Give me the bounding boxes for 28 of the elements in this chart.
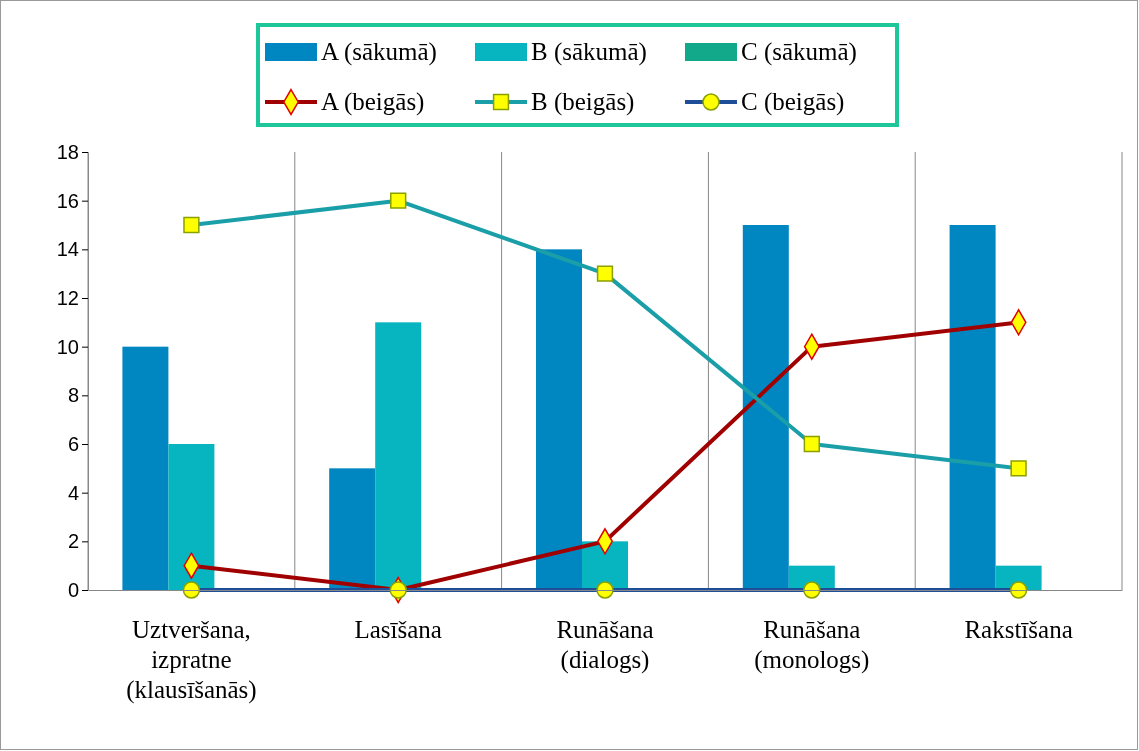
y-tick-label: 12 [56,286,79,309]
x-tick-label: Uztveršana, izpratne (klausīšanās) [126,616,257,704]
y-tick-label: 4 [67,481,79,504]
y-tick-label: 0 [67,578,79,601]
bar [536,249,582,590]
x-tick-label: Runāšana (monologs) [754,616,870,674]
legend-label: C (beigās) [741,88,845,116]
y-tick-label: 2 [67,530,79,553]
y-tick-label: 8 [67,384,79,407]
legend-label: B (sākumā) [531,38,647,66]
y-tick-label: 10 [56,335,79,358]
y-tick-label: 6 [67,432,79,455]
bar [742,225,789,590]
bar [949,225,996,590]
legend-label: C (sākumā) [741,38,857,66]
bar [329,468,376,590]
y-tick-label: 18 [56,140,79,163]
bar [375,322,422,590]
x-tick-label: Runāšana (dialogs) [556,616,654,674]
bar [122,346,169,590]
x-tick-label: Rakstīšana [964,616,1073,643]
y-tick-label: 14 [56,238,79,261]
legend-label: A (beigās) [321,88,425,116]
y-tick-label: 16 [56,189,79,212]
bar [168,444,215,590]
x-tick-label: Lasīšana [354,616,442,643]
legend-label: B (beigās) [531,88,635,116]
legend-label: A (sākumā) [321,38,437,66]
